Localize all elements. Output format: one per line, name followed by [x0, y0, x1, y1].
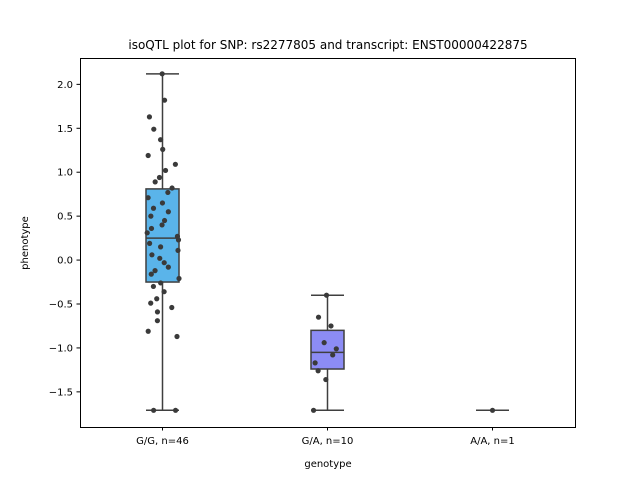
x-tick-label: G/A, n=10 — [302, 436, 354, 447]
y-tick-label: 0.5 — [57, 212, 73, 223]
data-point — [162, 167, 169, 174]
data-point — [158, 244, 164, 250]
data-point — [172, 407, 179, 413]
data-point — [333, 346, 339, 352]
data-point — [146, 114, 153, 120]
data-point — [165, 209, 171, 215]
data-point — [158, 280, 164, 286]
y-tick-label: 1.5 — [57, 124, 73, 135]
y-tick-label: 0.0 — [57, 256, 73, 267]
data-point — [159, 200, 166, 206]
data-point — [174, 333, 180, 340]
data-point — [315, 314, 322, 320]
data-point — [148, 225, 155, 232]
data-point — [156, 174, 163, 181]
x-axis-label: genotype — [304, 459, 351, 470]
data-point — [310, 407, 317, 413]
data-point — [312, 360, 318, 366]
data-point — [330, 352, 336, 358]
data-point — [148, 271, 154, 277]
data-point — [165, 264, 171, 270]
data-point — [159, 71, 165, 77]
data-point — [323, 376, 329, 383]
data-point — [321, 340, 327, 346]
data-point — [157, 255, 163, 261]
data-point — [145, 195, 151, 201]
data-point — [175, 247, 181, 254]
data-point — [145, 152, 151, 159]
data-point — [154, 318, 161, 324]
data-point — [175, 237, 182, 243]
y-axis: −1.5 −1.0 −0.5 0.0 0.5 1.0 1.5 2.0 — [49, 80, 80, 398]
data-point — [169, 304, 175, 311]
data-point — [151, 126, 157, 132]
data-point — [152, 179, 158, 185]
data-point — [176, 275, 182, 282]
data-point — [169, 185, 175, 191]
data-point — [148, 213, 154, 219]
data-point — [172, 161, 178, 167]
y-tick-label: −0.5 — [49, 300, 73, 311]
data-point — [144, 230, 150, 236]
data-point — [160, 146, 166, 152]
y-tick-label: −1.5 — [49, 387, 73, 398]
y-tick-label: 1.0 — [57, 168, 73, 179]
y-axis-label: phenotype — [20, 216, 31, 270]
data-point — [489, 407, 496, 413]
data-point — [150, 283, 157, 290]
data-point — [165, 189, 171, 196]
data-point — [328, 323, 334, 329]
data-point — [151, 407, 157, 413]
x-tick-label: A/A, n=1 — [470, 436, 515, 447]
data-point — [161, 97, 168, 103]
data-point — [159, 222, 165, 228]
data-point — [161, 289, 167, 295]
points-layer — [144, 71, 496, 413]
data-point — [147, 240, 153, 246]
data-point — [154, 309, 161, 315]
data-point — [150, 205, 157, 211]
data-point — [157, 137, 164, 143]
y-tick-label: −1.0 — [49, 343, 73, 354]
data-point — [154, 296, 160, 302]
data-point — [161, 260, 167, 266]
data-point — [315, 368, 321, 374]
x-axis: G/G, n=46 G/A, n=10 A/A, n=1 — [136, 427, 515, 447]
data-point — [161, 217, 168, 224]
data-point — [148, 300, 154, 306]
data-point — [145, 328, 151, 334]
x-tick-label: G/G, n=46 — [136, 436, 189, 447]
data-point — [323, 292, 330, 298]
y-tick-label: 2.0 — [57, 80, 73, 91]
chart-title: isoQTL plot for SNP: rs2277805 and trans… — [128, 38, 527, 52]
data-point — [149, 252, 155, 258]
data-point — [152, 268, 158, 274]
